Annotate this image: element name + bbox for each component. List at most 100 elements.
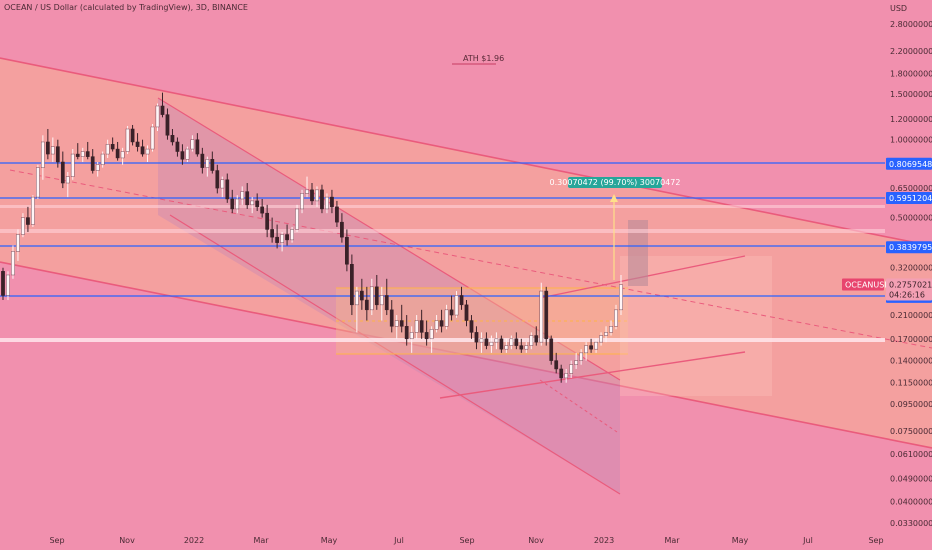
candle-body — [614, 309, 618, 327]
candle-body — [609, 326, 613, 333]
x-tick-label: May — [732, 536, 749, 545]
candle-body — [95, 164, 100, 171]
candle-body — [45, 141, 50, 155]
candle-body — [105, 144, 110, 155]
ath-label: ATH $1.96 — [463, 54, 504, 63]
candle-body — [290, 229, 294, 241]
candle-body — [170, 135, 175, 143]
candle-body — [539, 290, 544, 343]
candle-body — [524, 345, 529, 350]
candle-body — [26, 217, 30, 225]
x-tick-label: 2023 — [594, 536, 614, 545]
axis-unit: USD — [890, 4, 907, 13]
candle-body — [589, 345, 593, 350]
price-label-bg — [886, 241, 932, 254]
candle-body — [140, 146, 145, 155]
candle-body — [449, 309, 454, 316]
candle-body — [195, 139, 200, 155]
x-tick-label: 2022 — [184, 536, 204, 545]
candle-body — [6, 274, 10, 296]
candle-body — [225, 179, 230, 200]
candle-body — [364, 299, 369, 311]
candle-body — [424, 332, 429, 340]
candle-body — [245, 191, 250, 206]
candle-body — [489, 341, 494, 346]
candle-body — [619, 284, 623, 311]
x-tick-label: Jul — [802, 536, 813, 545]
zone-line-3 — [0, 338, 885, 342]
x-tick-label: Nov — [528, 536, 544, 545]
candle-body — [55, 146, 60, 163]
candle-body — [414, 320, 419, 333]
x-tick-label: Sep — [868, 536, 883, 545]
countdown-label: 04:26:16 — [889, 290, 925, 299]
candle-body — [80, 151, 85, 157]
candle-body — [335, 206, 339, 223]
candle-body — [474, 332, 479, 343]
candle-body — [250, 200, 255, 206]
price-label: 0.80695484 — [889, 160, 932, 169]
channel-upper-line — [0, 57, 932, 247]
candle-body — [534, 335, 539, 343]
candle-body — [120, 151, 125, 159]
candle-body — [70, 153, 75, 177]
candle-body — [554, 360, 559, 370]
candle-body — [399, 320, 404, 327]
x-tick-label: Jul — [393, 536, 404, 545]
candle-body — [325, 196, 329, 210]
candle-body — [36, 167, 40, 198]
candle-body — [504, 345, 509, 350]
candle-body — [305, 189, 309, 194]
candle-body — [444, 309, 449, 327]
candle-body — [135, 141, 140, 147]
candle-body — [494, 338, 499, 343]
candle-body — [409, 332, 414, 340]
candle-body — [315, 189, 319, 202]
channel-lower-line — [0, 261, 932, 449]
descending-channel-fill — [0, 58, 932, 448]
candle-body — [345, 236, 349, 265]
candle-body — [210, 159, 215, 171]
candle-body — [235, 198, 240, 210]
candle-body — [215, 170, 220, 189]
candle-body — [180, 151, 185, 160]
candle-body — [379, 295, 384, 306]
candle-body — [145, 148, 150, 155]
price-label: 0.59512049 — [889, 194, 932, 203]
candle-body — [514, 338, 519, 346]
candle-body — [579, 352, 583, 361]
candle-body — [11, 251, 15, 276]
candle-body — [369, 286, 374, 311]
dashed-trend — [9, 169, 932, 349]
x-tick-label: Sep — [49, 536, 64, 545]
current-price-bg — [886, 278, 932, 301]
candle-body — [509, 338, 514, 346]
candle-body — [150, 126, 155, 150]
candle-body — [90, 156, 95, 171]
candle-body — [389, 309, 394, 327]
price-label-bg — [886, 157, 932, 170]
x-tick-label: Mar — [664, 536, 680, 545]
zone-line-2 — [0, 229, 885, 233]
candle-body — [50, 146, 55, 155]
y-tick-label: 2.80000000 — [890, 20, 932, 29]
candle-body — [185, 148, 190, 160]
candle-body — [165, 114, 170, 136]
candle-body — [31, 196, 35, 225]
price-label-bg — [886, 192, 932, 205]
candle-body — [529, 335, 534, 346]
candle-body — [559, 368, 564, 379]
candle-body — [260, 206, 265, 214]
x-tick-label: Mar — [253, 536, 269, 545]
candle-body — [484, 338, 489, 346]
